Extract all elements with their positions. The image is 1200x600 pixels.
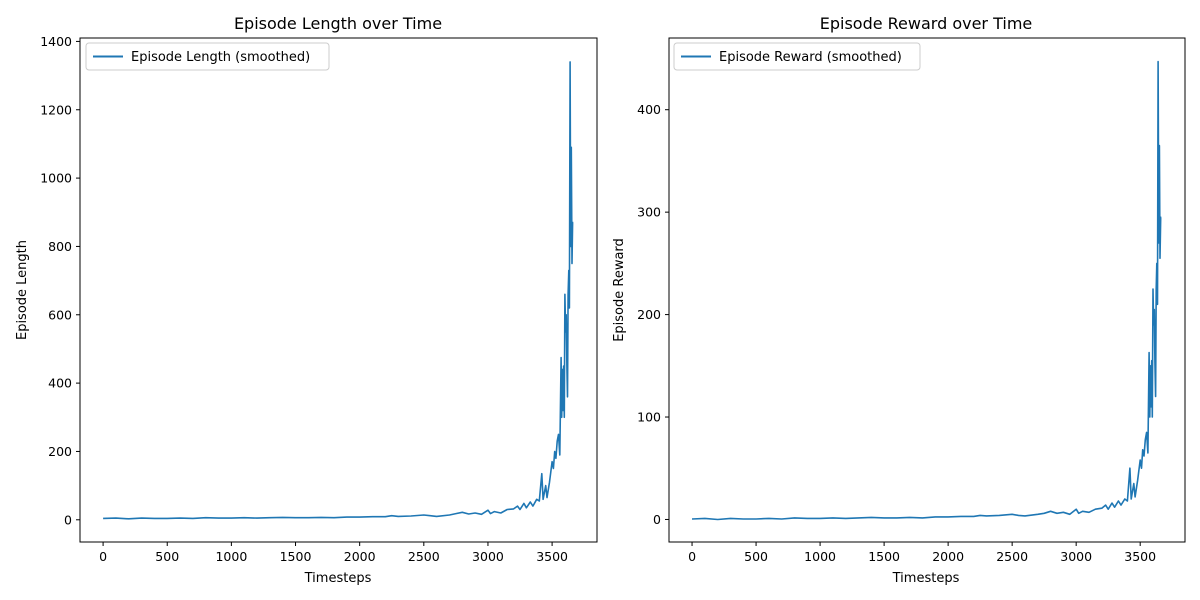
x-tick-label: 3500 xyxy=(1124,549,1156,564)
y-tick-label: 300 xyxy=(637,205,661,220)
x-tick-label: 1500 xyxy=(280,549,312,564)
x-tick-label: 2000 xyxy=(932,549,964,564)
y-tick-label: 1000 xyxy=(40,171,72,186)
y-tick-label: 0 xyxy=(64,512,72,527)
x-tick-label: 2500 xyxy=(996,549,1028,564)
x-tick-label: 0 xyxy=(688,549,696,564)
y-tick-label: 1400 xyxy=(40,34,72,49)
chart-title: Episode Reward over Time xyxy=(820,14,1033,33)
x-tick-label: 2500 xyxy=(408,549,440,564)
plot-area: 0 500 1000 1500 2000 2500 3000 3500 0 200 400 600 80… xyxy=(40,34,598,564)
legend-label: Episode Length (smoothed) xyxy=(131,50,310,65)
series-line xyxy=(103,61,574,520)
y-tick-label: 400 xyxy=(637,102,661,117)
episode-reward-chart: Episode Reward over Time 0 500 1000 1500 200… xyxy=(612,14,1186,586)
y-tick-label: 1200 xyxy=(40,102,72,117)
axes-frame xyxy=(668,37,1186,543)
x-tick-label: 3000 xyxy=(1060,549,1092,564)
x-axis-label: Timesteps xyxy=(892,571,960,586)
y-tick-label: 600 xyxy=(48,307,72,322)
y-axis-label: Episode Reward xyxy=(612,238,627,342)
plot-area: 0 500 1000 1500 2000 2500 3000 3500 0 100 200 300 40… xyxy=(637,37,1186,564)
x-tick-label: 1000 xyxy=(804,549,836,564)
x-tick-label: 500 xyxy=(155,549,179,564)
chart-title: Episode Length over Time xyxy=(234,14,442,33)
series-line xyxy=(691,60,1162,521)
x-axis-label: Timesteps xyxy=(304,571,372,586)
legend-label: Episode Reward (smoothed) xyxy=(719,50,902,65)
y-tick-label: 200 xyxy=(48,444,72,459)
x-tick-label: 500 xyxy=(744,549,768,564)
x-tick-label: 0 xyxy=(99,549,107,564)
legend: Episode Length (smoothed) xyxy=(85,42,330,71)
y-tick-label: 800 xyxy=(48,239,72,254)
y-tick-label: 200 xyxy=(637,307,661,322)
y-tick-label: 0 xyxy=(653,512,661,527)
y-tick-label: 100 xyxy=(637,410,661,425)
axes-frame xyxy=(79,37,598,543)
x-tick-label: 1500 xyxy=(868,549,900,564)
y-axis-label: Episode Length xyxy=(15,240,30,340)
x-tick-label: 2000 xyxy=(344,549,376,564)
episode-length-chart: Episode Length over Time 0 500 1000 1500 200… xyxy=(15,14,598,586)
legend-box xyxy=(673,42,921,71)
x-tick-label: 1000 xyxy=(215,549,247,564)
y-tick-label: 400 xyxy=(48,376,72,391)
legend: Episode Reward (smoothed) xyxy=(673,42,921,71)
x-tick-label: 3000 xyxy=(472,549,504,564)
x-tick-label: 3500 xyxy=(536,549,568,564)
legend-box xyxy=(85,42,330,71)
